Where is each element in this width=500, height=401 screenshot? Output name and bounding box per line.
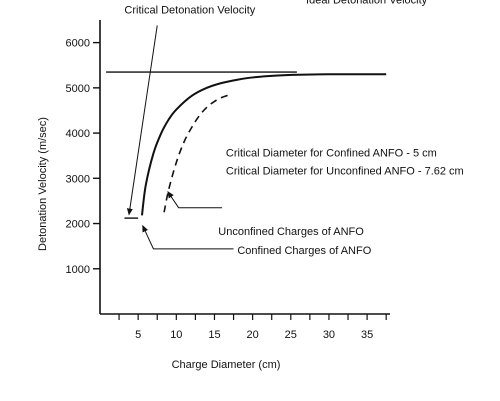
- y-tick-label: 3000: [66, 173, 90, 185]
- annotation-label: Critical Diameter for Confined ANFO - 5 …: [226, 148, 437, 160]
- annotation-arrow: [167, 191, 223, 209]
- x-tick-label: 15: [208, 329, 220, 341]
- unconfined-series-line: [163, 93, 231, 213]
- x-tick-label: 10: [170, 329, 182, 341]
- axes: [99, 20, 390, 315]
- annotation-label: Critical Detonation Velocity: [124, 5, 255, 17]
- y-tick-label: 2000: [66, 219, 90, 231]
- annotation-arrow: [142, 224, 234, 250]
- x-ticks: 5 10 15 20 25 30 35: [118, 314, 387, 341]
- y-tick-label: 4000: [66, 128, 90, 140]
- annotation-label: Unconfined Charges of ANFO: [218, 226, 364, 238]
- y-axis-title: Detonation Velocity (m/sec): [37, 117, 49, 251]
- y-tick-label: 1000: [66, 264, 90, 276]
- x-tick-label: 5: [135, 329, 141, 341]
- y-tick-label: 6000: [66, 38, 90, 50]
- x-tick-label: 30: [323, 329, 335, 341]
- y-ticks: 1000 2000 3000 4000 5000 6000: [66, 38, 100, 276]
- x-axis-title: Charge Diameter (cm): [172, 359, 281, 371]
- x-tick-label: 25: [285, 329, 297, 341]
- reference-lines: [106, 71, 297, 219]
- x-tick-label: 35: [361, 329, 373, 341]
- annotations: Critical Detonation Velocity Ideal Detona…: [124, 0, 463, 257]
- series: [140, 73, 387, 216]
- annotation-label: Confined Charges of ANFO: [237, 245, 371, 257]
- annotation-arrow: [126, 25, 158, 216]
- y-tick-label: 5000: [66, 83, 90, 95]
- annotation-label: Ideal Detonation Velocity: [306, 0, 428, 6]
- x-tick-label: 20: [247, 329, 259, 341]
- confined-series-line: [140, 73, 387, 216]
- annotation-label: Critical Diameter for Unconfined ANFO - …: [226, 166, 464, 178]
